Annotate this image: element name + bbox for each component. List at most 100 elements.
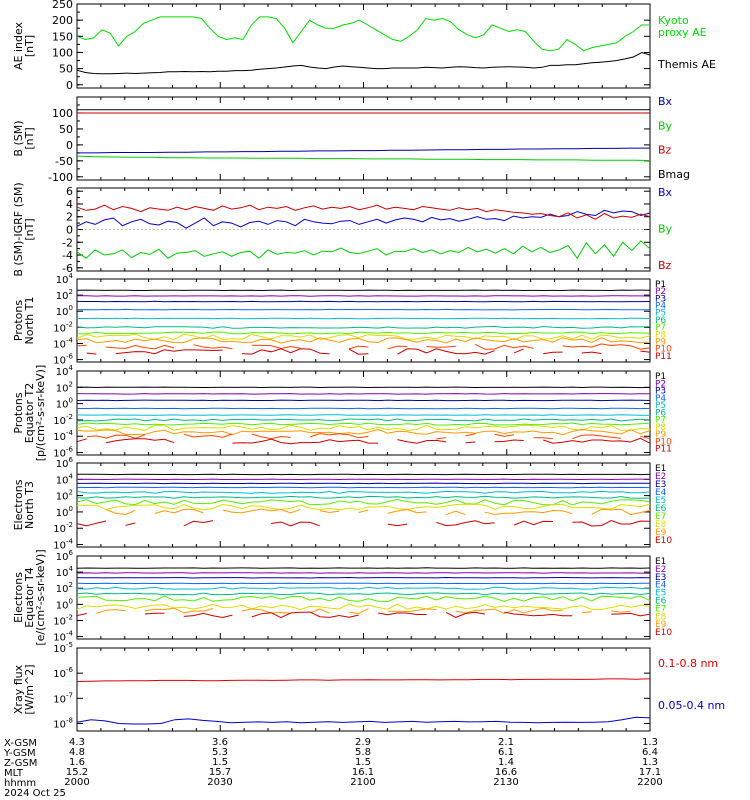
e_equator-channel-line bbox=[309, 608, 330, 614]
bsm-ytick-label: -50 bbox=[55, 155, 73, 168]
bigrf-ytick-label: -6 bbox=[62, 262, 73, 275]
p_equator-channel-line bbox=[76, 428, 651, 436]
p_north-channel-label: P2 bbox=[655, 287, 666, 297]
e_equator-channel-label: E8 bbox=[655, 612, 667, 622]
e_north-channel-line bbox=[572, 519, 651, 527]
p_north-channel-line bbox=[77, 331, 651, 335]
ae-legend-0: proxy AE bbox=[658, 26, 707, 39]
e_north-ytick-label: 10-2 bbox=[53, 521, 73, 535]
e_north-channel-line bbox=[222, 508, 301, 514]
p_north-ytick-label: 102 bbox=[56, 288, 73, 302]
p_equator-channel-label: P4 bbox=[655, 394, 666, 404]
bigrf-ytick-label: 2 bbox=[66, 211, 73, 224]
xray-series-line bbox=[76, 678, 651, 682]
p_equator-channel-line bbox=[465, 441, 476, 444]
bigrf-series-line bbox=[76, 240, 651, 260]
ephemeris-value-hhmm: 2100 bbox=[350, 777, 375, 788]
p_north-ytick-label: 10-6 bbox=[53, 353, 73, 367]
bigrf-legend-1: By bbox=[658, 223, 673, 236]
ephemeris-value-mlt: 16.1 bbox=[352, 767, 374, 778]
p_north-channel-label: P6 bbox=[655, 316, 666, 326]
p_equator-channel-label: P2 bbox=[655, 379, 666, 389]
e_north-channel-line bbox=[76, 490, 651, 494]
e_north-channel-line bbox=[591, 508, 651, 516]
p_equator-channel-line bbox=[640, 435, 651, 440]
e_equator-channel-line bbox=[76, 586, 651, 590]
p_equator-channel-line bbox=[105, 438, 175, 444]
bigrf-series-line bbox=[76, 204, 651, 220]
e_equator-ytick-label: 104 bbox=[56, 565, 74, 579]
p_north-channel-line bbox=[76, 325, 651, 329]
e_equator-channel-line bbox=[251, 611, 359, 619]
p_equator-channel-label: P9 bbox=[655, 430, 666, 440]
ae-ytick-label: 200 bbox=[52, 14, 73, 27]
p_equator-ytick-label: 10-4 bbox=[53, 429, 73, 443]
p_north-channel-line bbox=[513, 348, 524, 354]
p_equator-channel-line bbox=[86, 434, 146, 439]
p_equator-channel-line bbox=[76, 422, 651, 426]
e_north-channel-label: E1 bbox=[655, 464, 666, 474]
bsm-legend-3: Bmag bbox=[658, 168, 690, 181]
p_north-channel-line bbox=[387, 345, 408, 350]
p_equator-ylabel: [p/(cm²-s-sr-keV)] bbox=[34, 365, 47, 462]
p_equator-ytick-label: 104 bbox=[56, 364, 74, 378]
bsm-ytick-label: 50 bbox=[59, 123, 73, 136]
e_equator-channel-label: E7 bbox=[655, 604, 666, 614]
ae-ytick-label: 0 bbox=[66, 79, 73, 92]
e_equator-channel-label: E3 bbox=[655, 573, 666, 583]
e_equator-channel-line bbox=[611, 610, 631, 613]
e_north-ytick-label: 100 bbox=[56, 505, 73, 519]
e_equator-channel-line bbox=[611, 612, 651, 617]
p_north-channel-line bbox=[640, 350, 651, 353]
ae-legend-1: Themis AE bbox=[657, 58, 716, 71]
e_north-channel-line bbox=[77, 482, 651, 485]
xray-ytick-label: 10-7 bbox=[53, 691, 73, 705]
ephemeris-value-mlt: 15.7 bbox=[209, 767, 231, 778]
e_equator-ytick-label: 10-2 bbox=[53, 613, 73, 627]
ephemeris-value-x-gsm: 1.3 bbox=[642, 737, 658, 748]
p_north-channel-line bbox=[193, 344, 233, 350]
e_north-channel-label: E3 bbox=[655, 480, 666, 490]
p_equator-ytick-label: 10-2 bbox=[53, 413, 73, 427]
bsm-ytick-label: -100 bbox=[48, 171, 73, 184]
p_equator-channel-label: P3 bbox=[655, 387, 666, 397]
xray-ytick-label: 10-8 bbox=[53, 716, 73, 730]
p_north-ytick-label: 10-2 bbox=[53, 320, 73, 334]
e_north-channel-label: E5 bbox=[655, 496, 666, 506]
e_north-channel-line bbox=[271, 521, 320, 527]
e_north-ytick-label: 10-4 bbox=[53, 538, 73, 552]
bigrf-ytick-label: -2 bbox=[62, 236, 73, 249]
ae-ylabel: [nT] bbox=[23, 35, 36, 57]
p_north-channel-line bbox=[348, 345, 369, 350]
e_equator-channel-label: E9 bbox=[655, 620, 667, 630]
p_north-channel-line bbox=[86, 352, 97, 355]
p_equator-channel-line bbox=[232, 438, 379, 445]
ae-series-line bbox=[76, 16, 650, 52]
p_north-channel-label: P4 bbox=[655, 302, 666, 312]
ae-ylabel: AE index bbox=[12, 21, 25, 70]
p_north-channel-label: P9 bbox=[655, 337, 666, 347]
p_north-channel-line bbox=[581, 351, 602, 354]
p_equator-channel-line bbox=[183, 433, 233, 438]
p_equator-channel-label: P1 bbox=[655, 372, 666, 382]
e_equator-channel-line bbox=[241, 608, 291, 614]
p_north-channel-line bbox=[76, 333, 651, 341]
bsm-legend-0: Bx bbox=[658, 95, 673, 108]
p_equator-channel-line bbox=[76, 438, 87, 443]
p_north-channel-line bbox=[426, 345, 456, 348]
ae-ytick-label: 100 bbox=[52, 46, 73, 59]
bsm-ylabel: [nT] bbox=[23, 127, 36, 149]
p_north-ytick-label: 100 bbox=[56, 304, 73, 318]
p_north-ylabel: Protons bbox=[12, 300, 25, 341]
e_equator-channel-label: E1 bbox=[655, 557, 666, 567]
ephemeris-value-z-gsm: 1.5 bbox=[212, 757, 228, 768]
ephemeris-value-hhmm: 2030 bbox=[207, 777, 232, 788]
p_north-channel-label: P7 bbox=[655, 323, 666, 333]
p_equator-ylabel: Equator T2 bbox=[23, 383, 36, 443]
ephemeris-value-mlt: 15.2 bbox=[66, 767, 88, 778]
p_north-channel-line bbox=[242, 348, 330, 355]
p_equator-ytick-label: 100 bbox=[56, 397, 73, 411]
e_equator-channel-line bbox=[76, 572, 651, 574]
ephemeris-date: 2024 Oct 25 bbox=[4, 788, 66, 799]
p_north-channel-line bbox=[77, 317, 651, 320]
